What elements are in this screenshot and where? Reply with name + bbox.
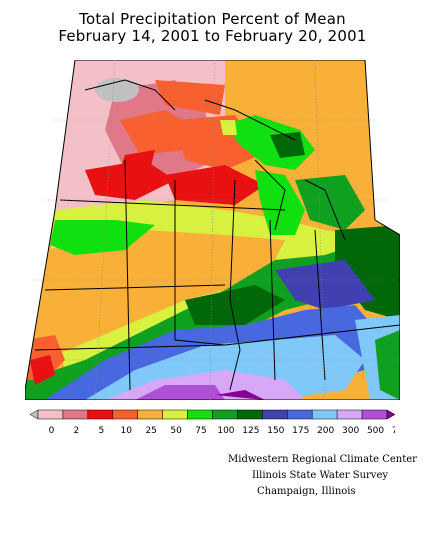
credit-center: Midwestern Regional Climate Center [228,454,417,465]
legend-swatch [112,409,138,420]
legend-label: 25 [145,426,156,436]
legend-swatch [137,409,163,420]
legend-label: 500 [367,426,384,436]
legend-swatch [162,409,188,420]
legend-arrow-high [386,409,396,420]
legend-color-bar: 02510255075100125150175200300500700 [29,409,409,436]
legend-swatch [37,409,64,420]
legend-label: 0 [49,426,55,436]
legend: 02510255075100125150175200300500700 [29,408,409,438]
legend-label: 2 [74,426,80,436]
legend-swatch [212,409,238,420]
legend-swatch [62,409,89,420]
credit-survey: Illinois State Water Survey [252,470,389,481]
legend-swatch [336,409,363,420]
legend-label: 300 [342,426,359,436]
legend-label: 200 [317,426,334,436]
legend-label: 125 [242,426,259,436]
legend-label: 5 [98,426,104,436]
precipitation-map [25,60,400,400]
legend-arrow-low [29,409,39,420]
legend-label: 10 [121,426,133,436]
legend-label: 700 [392,426,395,436]
legend-label: 150 [267,426,284,436]
legend-swatch [311,409,338,420]
legend-label: 175 [292,426,309,436]
map-title: Total Precipitation Percent of Mean [79,10,346,28]
legend-label: 50 [170,426,182,436]
legend-swatch [87,409,114,420]
legend-label: 75 [195,426,206,436]
legend-label: 100 [217,426,234,436]
map-date-range: February 14, 2001 to February 20, 2001 [58,27,367,45]
legend-swatch [361,409,388,420]
legend-swatch [262,409,288,420]
credit-location: Champaign, Illinois [257,486,356,497]
legend-swatch [237,409,263,420]
legend-swatch [187,409,213,420]
legend-swatch [287,409,313,420]
